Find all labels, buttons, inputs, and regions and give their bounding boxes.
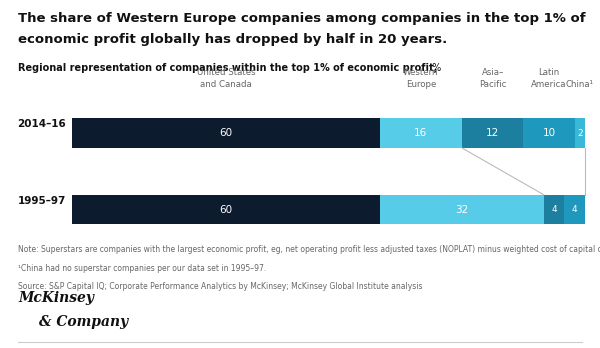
Text: Source: S&P Capital IQ; Corporate Performance Analytics by McKinsey; McKinsey Gl: Source: S&P Capital IQ; Corporate Perfor… xyxy=(18,282,422,291)
Bar xyxy=(72,118,380,148)
Text: %: % xyxy=(429,63,441,73)
Text: McKinsey: McKinsey xyxy=(18,291,94,304)
Text: United States
and Canada: United States and Canada xyxy=(197,68,255,89)
Text: economic profit globally has dropped by half in 20 years.: economic profit globally has dropped by … xyxy=(18,33,447,46)
Bar xyxy=(380,118,462,148)
Text: Western
Europe: Western Europe xyxy=(403,68,439,89)
Text: 60: 60 xyxy=(220,205,232,215)
Text: 16: 16 xyxy=(414,128,427,138)
Bar xyxy=(523,118,575,148)
Text: Note: Superstars are companies with the largest economic profit, eg, net operati: Note: Superstars are companies with the … xyxy=(18,245,600,254)
Text: 4: 4 xyxy=(572,205,578,214)
Text: 2014–16: 2014–16 xyxy=(17,119,66,129)
Text: Regional representation of companies within the top 1% of economic profit,: Regional representation of companies wit… xyxy=(18,63,437,73)
Text: 1995–97: 1995–97 xyxy=(17,196,66,206)
Bar xyxy=(575,118,585,148)
Text: China¹: China¹ xyxy=(566,80,594,89)
Text: & Company: & Company xyxy=(39,315,128,329)
Text: 2: 2 xyxy=(577,129,583,137)
Text: 10: 10 xyxy=(542,128,556,138)
Text: 60: 60 xyxy=(220,128,232,138)
Bar xyxy=(462,118,523,148)
Bar xyxy=(565,195,585,224)
Bar xyxy=(380,195,544,224)
Text: The share of Western Europe companies among companies in the top 1% of: The share of Western Europe companies am… xyxy=(18,12,586,25)
Bar xyxy=(72,195,380,224)
Text: 32: 32 xyxy=(455,205,469,215)
Bar xyxy=(544,195,565,224)
Text: 12: 12 xyxy=(486,128,499,138)
Text: Latin
America: Latin America xyxy=(532,68,567,89)
Text: 4: 4 xyxy=(551,205,557,214)
Text: Asia–
Pacific: Asia– Pacific xyxy=(479,68,506,89)
Text: ¹China had no superstar companies per our data set in 1995–97.: ¹China had no superstar companies per ou… xyxy=(18,264,266,274)
